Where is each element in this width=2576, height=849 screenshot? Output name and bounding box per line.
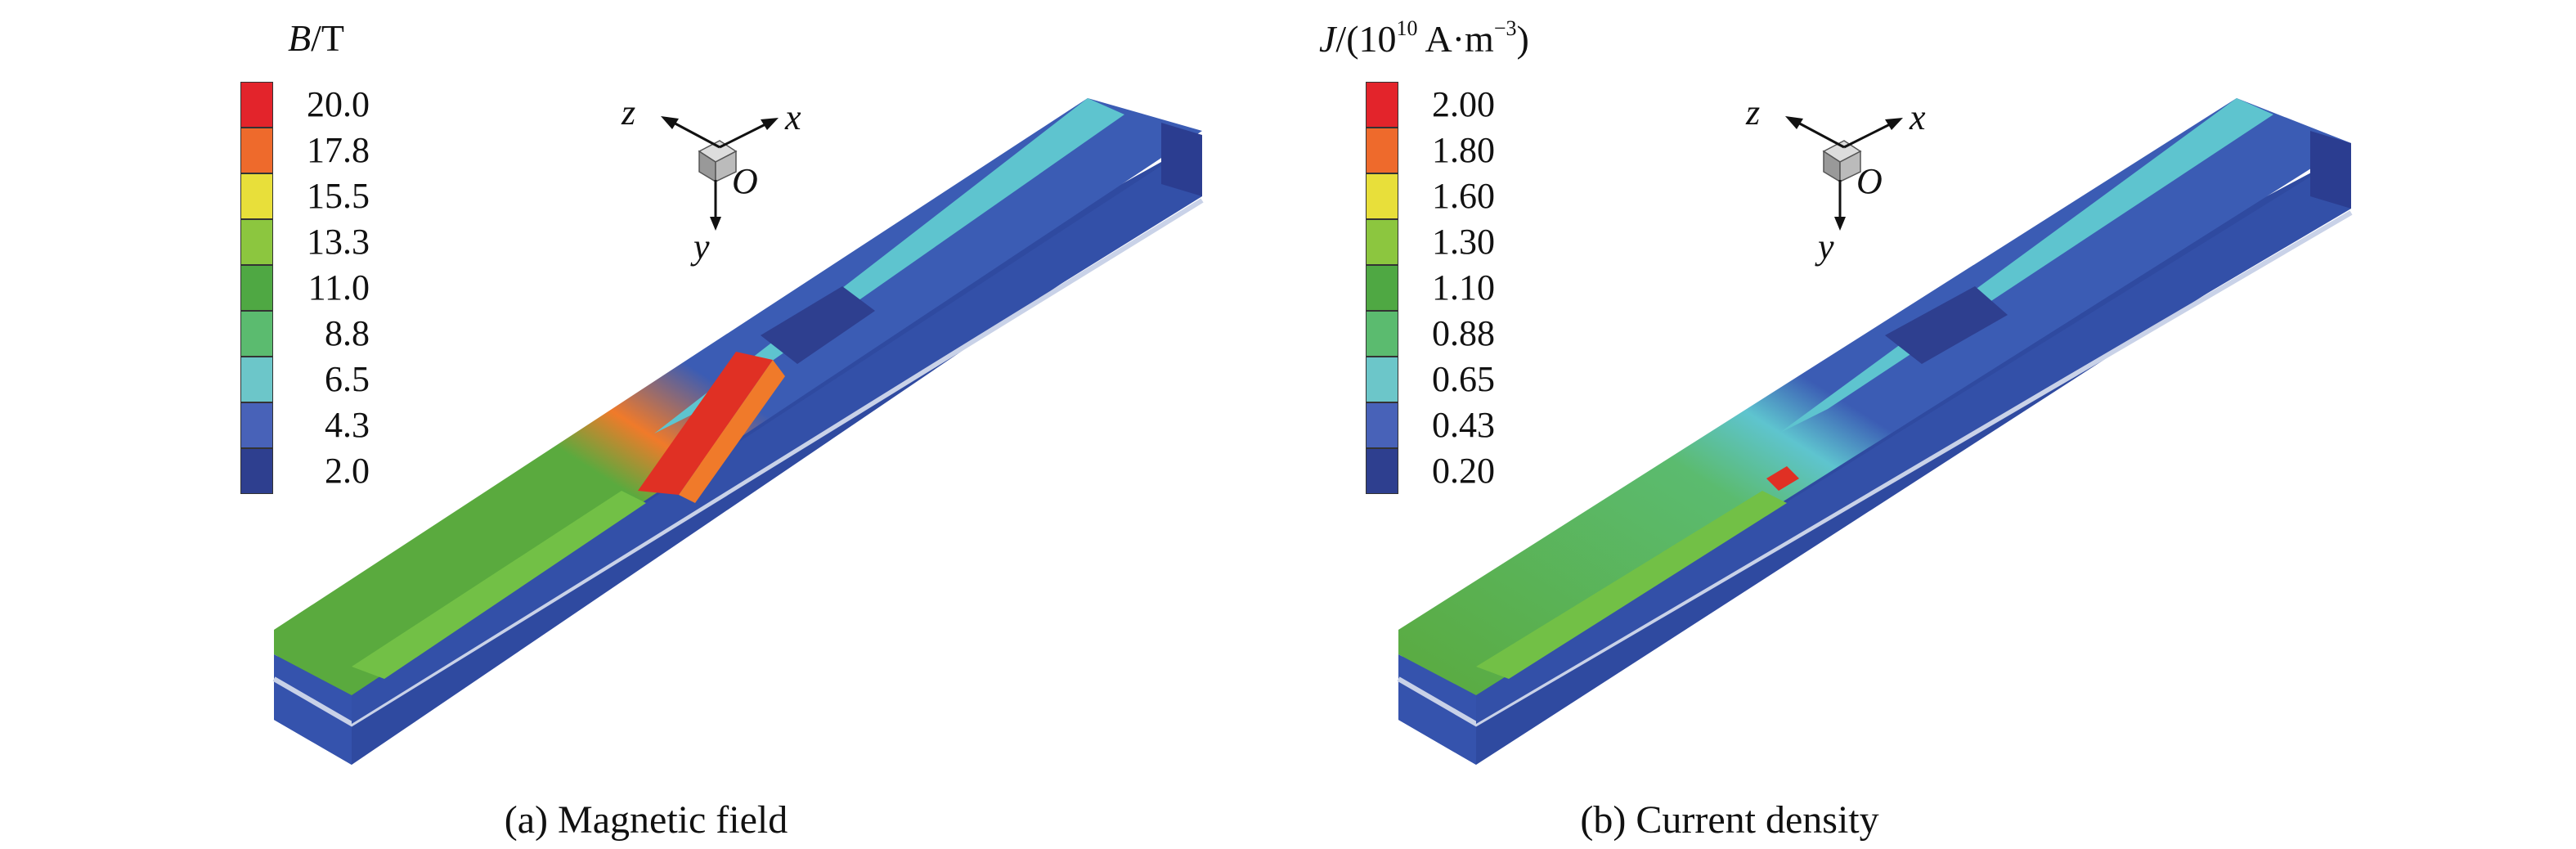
- scale-tick-label: 13.3: [307, 222, 370, 262]
- legend-title: J/(1010 A·m−3): [1319, 16, 1529, 61]
- legend-title: B/T: [288, 16, 344, 60]
- scale-tick-label: 0.20: [1432, 451, 1495, 491]
- scale-tick-label: 0.88: [1432, 313, 1495, 353]
- scale-tick-label: 6.5: [325, 359, 370, 399]
- caption-a: (a) Magnetic field: [504, 798, 788, 842]
- axis-x-label: x: [784, 97, 801, 137]
- scale-swatch: [1366, 265, 1398, 311]
- caption-b: (b) Current density: [1580, 798, 1879, 842]
- legend-symbol: J: [1319, 18, 1336, 60]
- axis-z-label: z: [621, 92, 635, 133]
- scale-swatch: [1366, 128, 1398, 173]
- scale-tick-label: 0.43: [1432, 405, 1495, 445]
- axis-triad-b: z x y O: [1745, 92, 1926, 267]
- scale-swatch: [1366, 82, 1398, 128]
- scale-swatch: [1366, 448, 1398, 494]
- legend-unit-post: A·m: [1417, 18, 1494, 60]
- panel-magnetic-field: B/T 20.0 17.8 15.5 13.3 11.0 8.8 6.5 4.3 2.0 z x…: [240, 16, 1204, 842]
- legend-unit-close: ): [1516, 18, 1529, 60]
- origin-label: O: [1856, 161, 1883, 201]
- scale-tick-label: 8.8: [325, 313, 370, 353]
- scale-tick-label: 2.0: [325, 451, 370, 491]
- legend-unit: /T: [311, 17, 344, 59]
- scale-tick-label: 11.0: [307, 267, 370, 308]
- scale-tick-label: 1.80: [1432, 130, 1495, 170]
- scale-tick-label: 20.0: [307, 84, 370, 124]
- origin-label: O: [732, 161, 758, 201]
- legend-unit-exponent: 10: [1396, 16, 1418, 40]
- scale-swatch: [1366, 219, 1398, 265]
- scale-swatch: [1366, 402, 1398, 448]
- scale-swatch: [240, 402, 273, 448]
- scale-tick-label: 1.10: [1432, 267, 1495, 308]
- scale-tick-label: 0.65: [1432, 359, 1495, 399]
- axis-z-label: z: [1745, 92, 1760, 133]
- scale-tick-label: 15.5: [307, 176, 370, 216]
- scale-swatch: [240, 311, 273, 357]
- scale-tick-label: 1.30: [1432, 222, 1495, 262]
- scale-tick-label: 2.00: [1432, 84, 1495, 124]
- scale-swatch: [240, 128, 273, 173]
- scale-swatch: [240, 448, 273, 494]
- conductor-model-b: [1397, 98, 2353, 765]
- scale-tick-label: 1.60: [1432, 176, 1495, 216]
- scale-swatch: [240, 219, 273, 265]
- scale-swatch: [240, 265, 273, 311]
- scale-swatch: [1366, 357, 1398, 402]
- scale-swatch: [240, 173, 273, 219]
- axis-triad-a: z x y O: [621, 92, 801, 267]
- legend-symbol: B: [288, 17, 312, 59]
- legend-unit-exponent-2: −3: [1493, 16, 1517, 40]
- scale-swatch: [240, 357, 273, 402]
- scale-tick-label: 4.3: [325, 405, 370, 445]
- scale-swatch: [1366, 173, 1398, 219]
- scale-swatch: [1366, 311, 1398, 357]
- scale-swatch: [240, 82, 273, 128]
- axis-y-label: y: [690, 227, 710, 267]
- conductor-model-a: [272, 98, 1204, 765]
- panel-current-density: J/(1010 A·m−3) 2.00 1.80 1.60 1.30 1.10 0.88 0…: [1288, 0, 2576, 849]
- axis-y-label: y: [1815, 227, 1834, 267]
- legend-unit-pre: /(10: [1335, 18, 1397, 60]
- scale-tick-label: 17.8: [307, 130, 370, 170]
- axis-x-label: x: [1909, 97, 1926, 137]
